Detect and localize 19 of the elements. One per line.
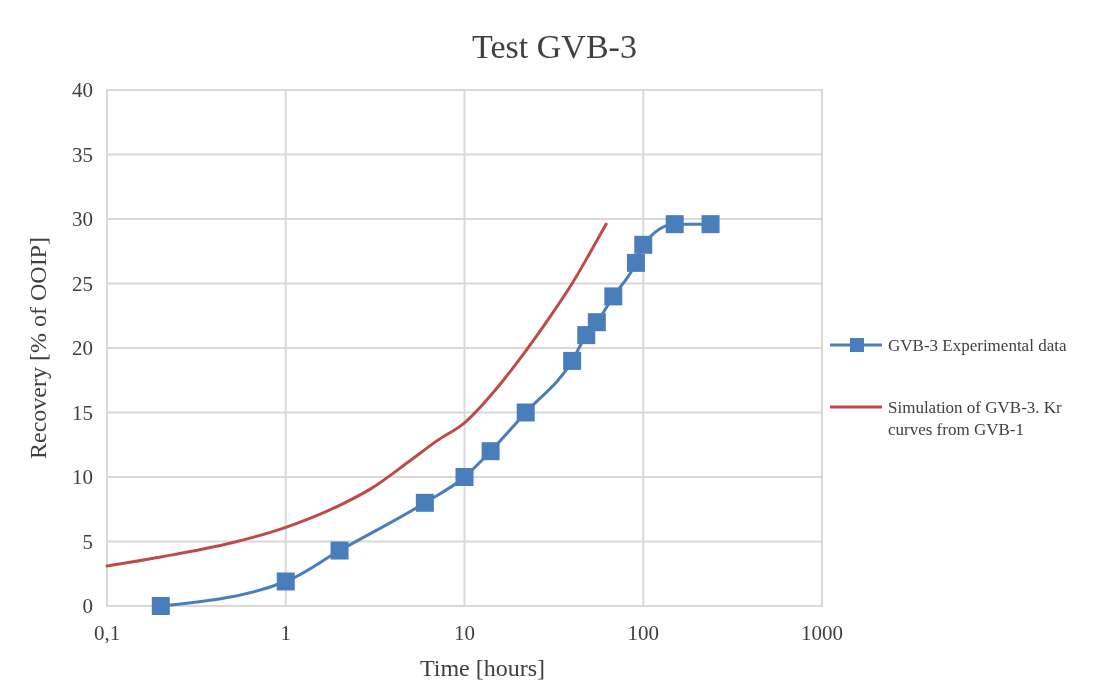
y-tick-label: 25: [72, 271, 93, 296]
x-tick-label: 1: [280, 621, 291, 645]
y-tick-label: 20: [72, 336, 93, 360]
x-tick-label: 0,1: [93, 621, 121, 645]
y-tick-label: 15: [72, 400, 93, 425]
y-tick-label: 5: [82, 529, 93, 554]
legend-label: GVB-3 Experimental data: [888, 336, 1067, 355]
y-tick-label: 30: [72, 207, 93, 231]
y-tick-label: 40: [72, 78, 93, 102]
y-tick-label: 0: [82, 594, 93, 618]
y-tick-label: 10: [72, 465, 93, 489]
x-tick-label: 10: [454, 621, 475, 645]
legend-label: Simulation of GVB-3. Kr curves from GVB-1: [888, 398, 1063, 439]
x-tick-label: 100: [627, 621, 659, 645]
y-tick-label: 35: [72, 142, 93, 167]
x-tick-label: 1000: [801, 621, 843, 645]
y-axis-title: Recovery [% of OOIP]: [25, 237, 51, 459]
x-axis-title: Time [hours]: [419, 655, 546, 681]
chart-title: Test GVB-3: [472, 28, 637, 65]
